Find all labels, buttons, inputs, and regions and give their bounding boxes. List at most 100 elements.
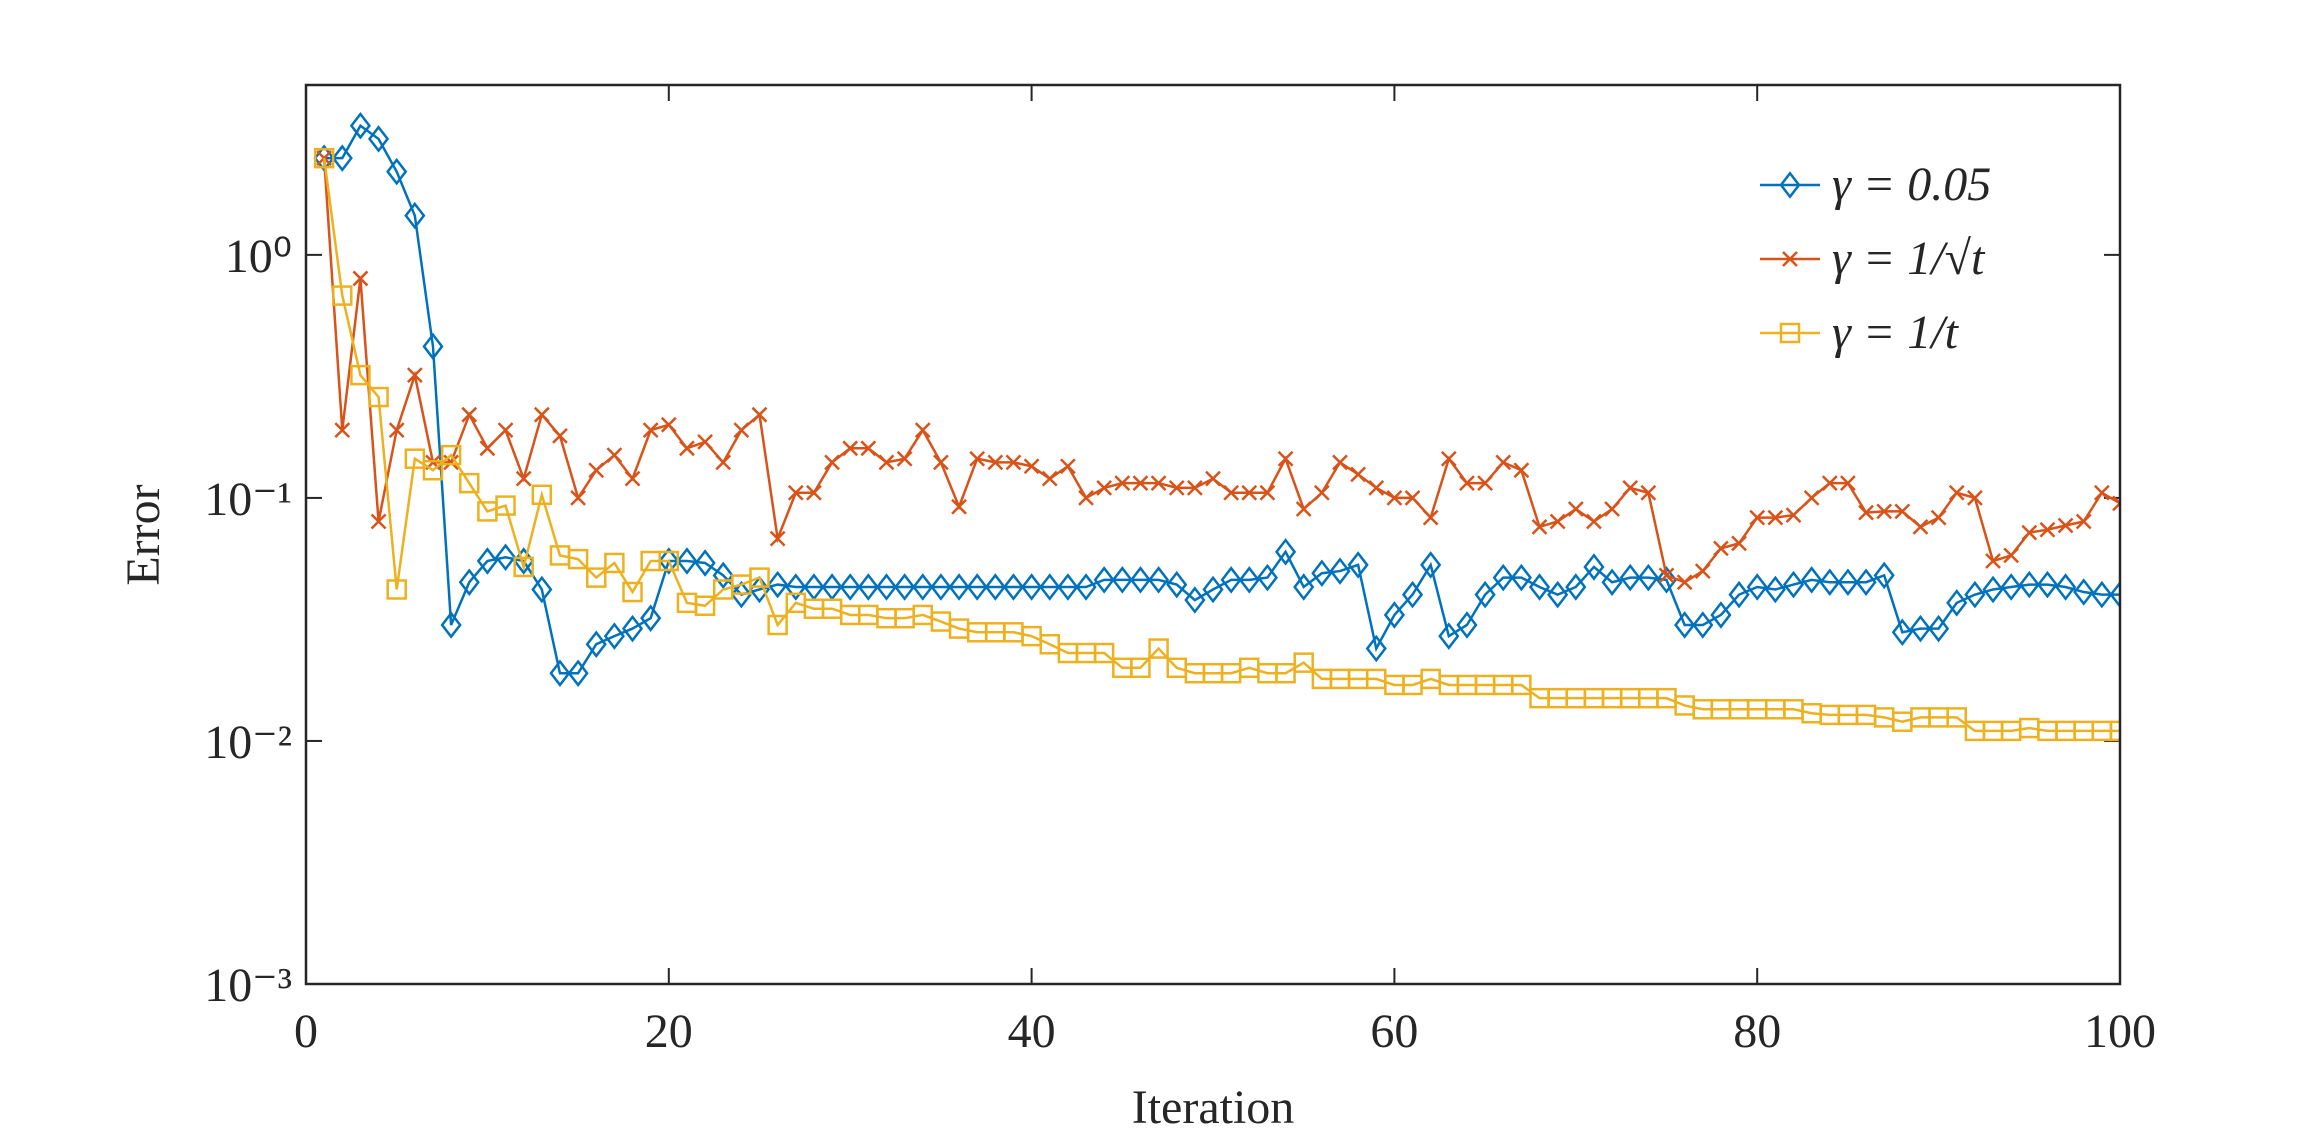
marker <box>1966 490 1983 506</box>
marker <box>1946 707 1967 728</box>
marker <box>1313 484 1330 501</box>
marker <box>694 549 716 577</box>
marker <box>604 552 625 574</box>
marker <box>839 573 861 601</box>
marker <box>1803 490 1820 506</box>
marker <box>621 614 644 643</box>
y-tick-label: 10⁻³ <box>204 959 292 1012</box>
marker <box>642 422 659 439</box>
marker <box>894 573 916 601</box>
marker <box>1782 570 1805 599</box>
marker <box>1477 475 1493 492</box>
x-tick-label: 80 <box>1733 1005 1781 1058</box>
marker <box>1023 458 1040 475</box>
marker <box>1474 580 1496 609</box>
marker <box>552 427 568 444</box>
marker <box>1801 566 1823 594</box>
marker <box>1420 551 1442 579</box>
marker <box>1891 618 1913 647</box>
marker <box>422 459 444 481</box>
x-tick-label: 100 <box>2084 1005 2156 1058</box>
marker <box>1713 540 1729 557</box>
marker <box>1601 568 1623 596</box>
marker <box>1148 566 1170 594</box>
marker <box>1096 479 1113 496</box>
marker <box>1511 674 1532 696</box>
marker <box>404 201 426 230</box>
marker <box>350 364 371 386</box>
marker <box>1168 479 1185 496</box>
marker <box>1148 638 1169 659</box>
marker <box>2075 513 2092 530</box>
marker <box>2109 720 2120 742</box>
y-axis-label: Error <box>117 484 170 585</box>
marker <box>1549 513 1566 530</box>
marker <box>334 422 351 439</box>
marker <box>1495 454 1512 471</box>
marker <box>2018 570 2040 599</box>
marker <box>513 556 534 578</box>
marker <box>1132 475 1149 492</box>
marker <box>1456 611 1478 639</box>
marker <box>930 573 952 601</box>
marker <box>1749 509 1766 526</box>
marker <box>948 573 970 601</box>
marker <box>1819 568 1841 596</box>
marker <box>1622 479 1639 496</box>
marker <box>2021 524 2038 541</box>
legend-label: γ = 0.05 <box>1832 158 1991 211</box>
x-tick-label: 0 <box>294 1005 318 1058</box>
marker <box>1694 563 1711 579</box>
marker <box>404 448 426 469</box>
marker <box>1692 611 1714 639</box>
legend-label: γ = 1/t <box>1832 306 1960 359</box>
marker <box>370 513 387 530</box>
x-tick-label: 60 <box>1370 1005 1418 1058</box>
marker <box>1202 575 1224 604</box>
marker <box>1658 567 1675 584</box>
marker <box>1223 484 1240 501</box>
marker <box>1274 538 1297 566</box>
marker <box>951 498 967 515</box>
marker <box>1293 573 1315 601</box>
marker <box>1567 501 1584 517</box>
marker <box>567 548 589 570</box>
series-line <box>322 158 2120 584</box>
x-tick-label: 40 <box>1008 1005 1056 1058</box>
marker <box>476 547 498 575</box>
marker <box>2091 580 2113 609</box>
marker <box>1985 553 2001 569</box>
marker <box>914 422 931 439</box>
marker <box>1422 509 1439 526</box>
marker <box>603 622 625 650</box>
marker <box>549 659 571 687</box>
plot-area <box>313 111 2120 742</box>
marker <box>966 573 988 601</box>
marker <box>1329 557 1351 585</box>
marker <box>1166 570 1188 599</box>
marker <box>2109 580 2120 609</box>
marker <box>1619 563 1641 592</box>
marker <box>1492 563 1514 592</box>
marker <box>1078 490 1094 506</box>
marker <box>857 573 879 601</box>
marker <box>1583 553 1605 581</box>
marker <box>479 440 496 457</box>
marker <box>1930 509 1947 526</box>
marker <box>1311 559 1333 587</box>
marker <box>715 454 732 471</box>
marker <box>640 604 662 632</box>
marker <box>386 157 408 186</box>
marker <box>1365 634 1387 663</box>
marker <box>1946 589 1968 617</box>
marker <box>1241 484 1258 501</box>
marker <box>368 386 389 408</box>
marker <box>1186 479 1203 496</box>
marker <box>842 440 859 457</box>
marker <box>694 595 716 617</box>
marker <box>1510 563 1532 592</box>
marker <box>1350 466 1367 483</box>
marker <box>331 144 353 172</box>
marker <box>1982 575 2004 604</box>
